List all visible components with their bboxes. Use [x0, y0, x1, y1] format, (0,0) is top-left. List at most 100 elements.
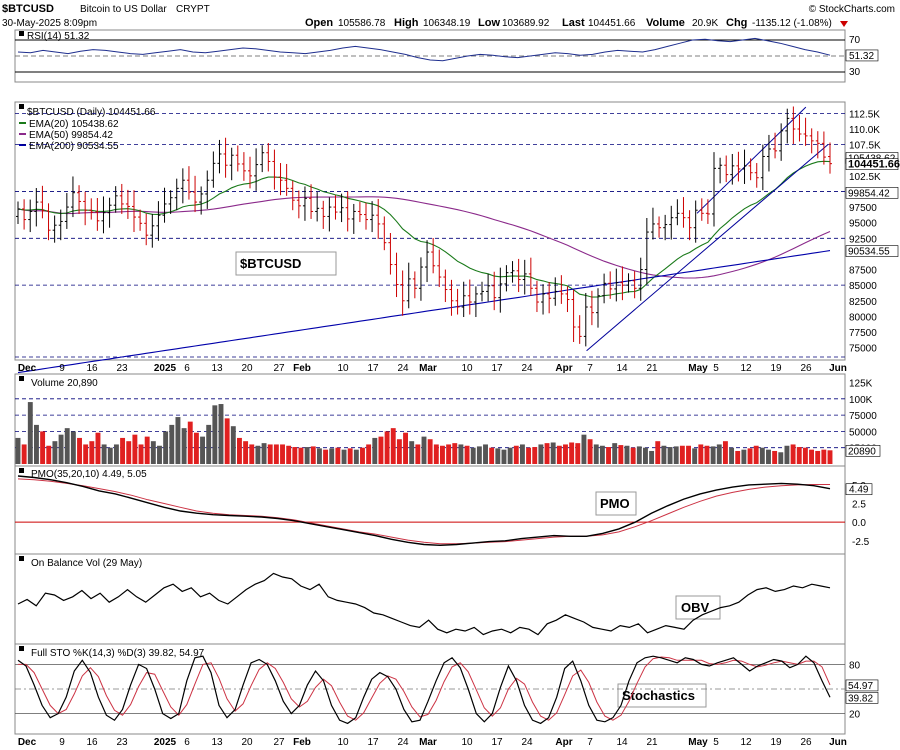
volume-bar: [286, 445, 292, 464]
volume-bar: [52, 441, 58, 464]
sto-tick: 80: [849, 660, 861, 671]
volume-bar: [378, 436, 384, 464]
volume-bar: [735, 450, 741, 464]
pmo-legend: PMO(35,20,10) 4.49, 5.05: [31, 469, 147, 480]
volume-bar: [673, 446, 679, 464]
volume-bar: [113, 444, 119, 464]
volume-bar: [212, 405, 218, 464]
x-label-top: 7: [587, 363, 593, 374]
volume-bar: [815, 450, 821, 464]
rsi-last-tag-box: [845, 49, 879, 62]
volume-bar: [323, 449, 329, 464]
volume-bar: [230, 426, 236, 464]
volume-bar: [169, 424, 175, 464]
price-tick: 75000: [849, 344, 877, 355]
pmo-tick: 0.0: [852, 518, 866, 529]
x-label-top: 16: [86, 363, 98, 374]
chg-label: Chg: [726, 17, 747, 29]
volume-bar: [218, 404, 224, 464]
high-value: 106348.19: [423, 18, 471, 29]
rsi-last-tag: 51.32: [849, 51, 874, 62]
x-label-bottom: 12: [740, 737, 752, 748]
volume-bar: [120, 437, 126, 464]
volume-bar: [692, 448, 698, 464]
volume-bar: [630, 447, 636, 464]
volume-bar: [686, 445, 691, 464]
volume-bar: [89, 441, 95, 464]
price-callout: $BTCUSD: [240, 256, 301, 271]
volume-bar: [636, 446, 642, 464]
volume-bar: [341, 449, 347, 464]
volume-legend-icon: [19, 376, 24, 381]
price-tick: 95000: [849, 219, 877, 230]
volume-bar: [310, 446, 316, 464]
x-label-bottom: 21: [646, 737, 658, 748]
ema20-line: [17, 160, 831, 298]
volume-bar: [489, 447, 495, 464]
volume-bar: [267, 444, 273, 464]
sto-callout: Stochastics: [622, 688, 695, 703]
sto-k-line: [17, 655, 831, 725]
obv-line: [17, 572, 831, 636]
pmo-last-box: [845, 483, 873, 496]
x-label-bottom: 7: [587, 737, 593, 748]
ema200-line: [17, 250, 831, 374]
volume-bar: [273, 444, 279, 464]
volume-bar: [544, 443, 550, 464]
x-label-top: 20: [241, 363, 253, 374]
x-label-top: 21: [646, 363, 658, 374]
pmo-line: [17, 475, 831, 547]
volume-bar: [64, 428, 70, 464]
x-label-top: 14: [616, 363, 628, 374]
x-axis-bottom: Dec 9 16 23 2025 6 13 20 27 Feb 10 17 24 Mar 10 17 24 Apr…: [18, 737, 847, 748]
price-tag: 99854.42: [848, 188, 890, 199]
x-label-top: 10: [461, 363, 473, 374]
trendline-lower: [586, 144, 829, 352]
volume-bar: [58, 434, 64, 464]
volume-bar: [593, 444, 599, 464]
rsi-layer: [17, 37, 831, 62]
volume-bar: [95, 432, 101, 464]
volume-bar: [77, 437, 82, 464]
volume-bar: [421, 436, 427, 464]
price-tick: 85000: [849, 281, 877, 292]
x-label-top: Apr: [555, 363, 572, 374]
x-label-bottom: 24: [397, 737, 409, 748]
volume-bar: [304, 447, 310, 464]
volume-bar: [243, 441, 249, 464]
volume-bar: [532, 447, 538, 464]
pmo-signal-line: [17, 478, 830, 545]
x-label-top: 17: [491, 363, 503, 374]
volume-bar: [329, 448, 335, 464]
volume-bar: [187, 421, 193, 464]
volume-bar: [722, 441, 728, 464]
volume-bar: [513, 445, 519, 464]
volume-bar: [175, 417, 181, 464]
volume-bar: [316, 448, 322, 464]
x-label-top: Jun: [829, 363, 847, 374]
price-tick: 82500: [849, 297, 877, 308]
volume-bar: [181, 428, 187, 464]
chart-header: $BTCUSD Bitcoin to US Dollar CRYPT 30-Ma…: [2, 3, 895, 29]
volume-bar: [470, 447, 476, 464]
volume-bar: [353, 449, 359, 464]
volume-bar: [618, 445, 624, 464]
x-label-bottom: 24: [521, 737, 533, 748]
x-label-top: 2025: [154, 363, 177, 374]
volume-bar: [101, 444, 107, 464]
sto-d-tag-box: [845, 679, 879, 692]
x-label-bottom: May: [688, 737, 708, 748]
volume-bar: [46, 445, 52, 464]
volume-bar: [759, 447, 765, 464]
exchange: CRYPT: [176, 4, 210, 15]
obv-legend-icon: [19, 556, 24, 561]
volume-tick: 100K: [849, 395, 873, 406]
pmo-tick: -2.5: [852, 537, 870, 548]
volume-bar: [655, 441, 661, 464]
x-label-top: 10: [337, 363, 349, 374]
last-value: 104451.66: [588, 18, 636, 29]
price-layer: [16, 106, 832, 374]
volume-bar: [280, 444, 285, 464]
x-label-bottom: Apr: [555, 737, 572, 748]
x-label-top: May: [688, 363, 708, 374]
